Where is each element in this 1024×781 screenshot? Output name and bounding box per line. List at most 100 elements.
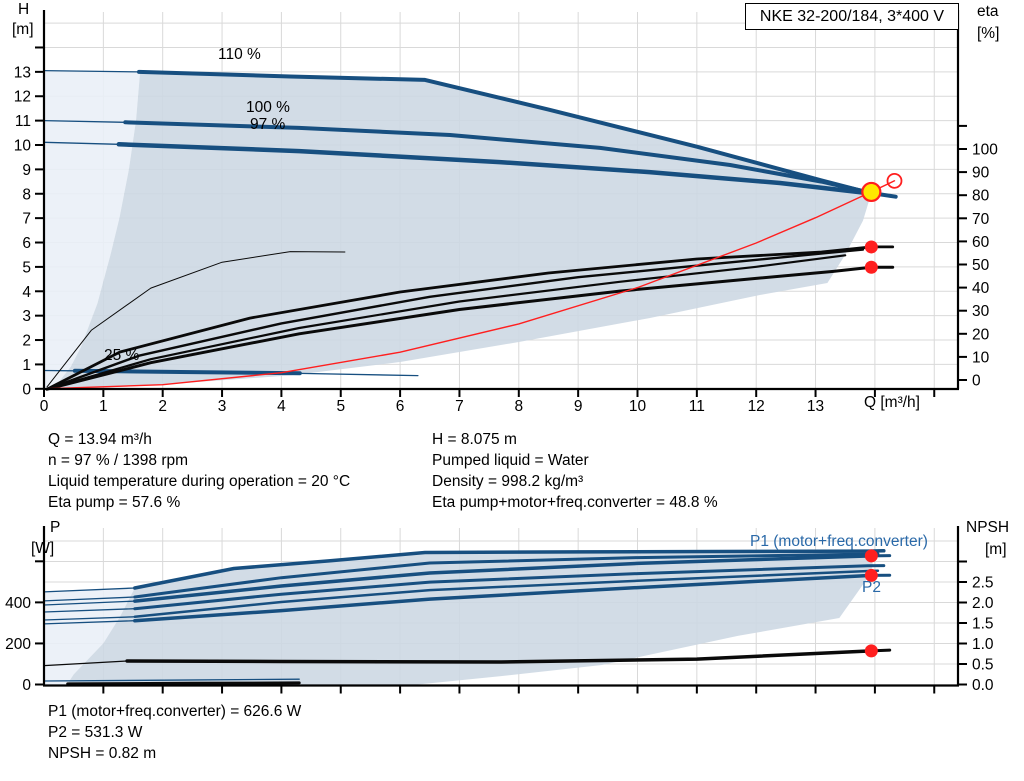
p2-97 bbox=[133, 573, 874, 623]
p2-value: P2 = 531.3 W bbox=[48, 724, 143, 741]
power-npsh-chart-y2tick-2.5: 2.5 bbox=[972, 575, 994, 592]
p1-25 bbox=[43, 678, 300, 682]
axis-title-p: P bbox=[50, 519, 61, 536]
curve-label-p1: P1 (motor+freq.converter) bbox=[750, 533, 928, 550]
hq-chart-ytick-3: 3 bbox=[22, 308, 31, 325]
power-npsh-chart-ytick-200: 200 bbox=[5, 636, 31, 653]
system-curve bbox=[43, 180, 896, 390]
hq-chart-xtick-7: 7 bbox=[455, 398, 464, 415]
hq-chart-xtick-9: 9 bbox=[574, 398, 583, 415]
curve-97pct-lead bbox=[43, 141, 120, 145]
p1-97 bbox=[133, 554, 874, 603]
curve-100pct bbox=[123, 120, 874, 195]
p2-110 bbox=[133, 564, 886, 611]
npsh-lead bbox=[43, 660, 128, 667]
hq-chart-y2tick-90: 90 bbox=[972, 165, 990, 182]
curve-label-100pct: 100 % bbox=[246, 99, 290, 116]
hq-chart-y2tick-100: 100 bbox=[972, 142, 998, 159]
eta-pump-a bbox=[45, 245, 873, 391]
hq-chart-xtick-11: 11 bbox=[689, 398, 705, 415]
hq-chart-ytick-6: 6 bbox=[22, 235, 31, 252]
hq-chart-ytick-5: 5 bbox=[22, 259, 31, 276]
hq-chart-xtick-5: 5 bbox=[336, 398, 345, 415]
curve-label-25pct: 25 % bbox=[104, 347, 140, 364]
curve-25pct-tail bbox=[299, 372, 419, 377]
hq-chart-ytick-13: 13 bbox=[14, 64, 31, 81]
power-npsh-chart-ytick-400: 400 bbox=[5, 595, 31, 612]
p2-97-lead bbox=[43, 620, 136, 625]
curve-97pct bbox=[116, 142, 874, 196]
npsh-curve bbox=[125, 649, 874, 664]
axis-title-npsh-unit: [m] bbox=[985, 541, 1007, 558]
requested-duty-point bbox=[886, 172, 903, 189]
eta-pump-value: Eta pump = 57.6 % bbox=[48, 494, 181, 511]
liquid-temperature-value: Liquid temperature during operation = 20… bbox=[48, 473, 351, 490]
p2-110-lead bbox=[43, 608, 136, 613]
pump-title-box: NKE 32-200/184, 3*400 V bbox=[745, 3, 959, 30]
hq-chart-y2tick-10: 10 bbox=[972, 349, 990, 366]
hq-chart-ytick-4: 4 bbox=[22, 284, 31, 301]
curve-110pct-lead bbox=[43, 69, 140, 73]
duty-point bbox=[861, 181, 882, 203]
hq-chart-y2tick-50: 50 bbox=[972, 257, 990, 274]
curve-label-97pct: 97 % bbox=[250, 116, 286, 133]
hq-chart-ytick-10: 10 bbox=[14, 138, 32, 155]
axis-title-eta: eta bbox=[977, 3, 999, 20]
eta-pump-point bbox=[864, 240, 878, 254]
hq-chart-xtick-10: 10 bbox=[629, 398, 647, 415]
curve-label-p2: P2 bbox=[862, 579, 881, 596]
speed-value: n = 97 % / 1398 rpm bbox=[48, 452, 189, 469]
hq-chart-xtick-4: 4 bbox=[277, 398, 286, 415]
power-npsh-chart-y2tick-1.5: 1.5 bbox=[972, 616, 994, 633]
hq-chart-ytick-7: 7 bbox=[22, 211, 31, 228]
eta-total-point bbox=[864, 260, 878, 274]
hq-chart-ytick-12: 12 bbox=[14, 89, 31, 106]
hq-chart-xtick-6: 6 bbox=[396, 398, 405, 415]
power-data-block: P1 (motor+freq.converter) = 626.6 W P2 =… bbox=[48, 701, 301, 764]
head-value: H = 8.075 m bbox=[432, 431, 517, 448]
hq-chart-xtick-12: 12 bbox=[748, 398, 765, 415]
npsh-value: NPSH = 0.82 m bbox=[48, 745, 157, 762]
hq-chart-markers bbox=[861, 172, 903, 274]
p1-point bbox=[864, 549, 878, 563]
allowed-region-light bbox=[44, 71, 141, 389]
eta-pump-b bbox=[45, 248, 865, 391]
hq-chart-y2tick-40: 40 bbox=[972, 280, 990, 297]
curve-100pct-lead bbox=[43, 119, 126, 123]
power-npsh-chart-y2tick-1.0: 1.0 bbox=[972, 636, 994, 653]
hq-chart-xtick-8: 8 bbox=[514, 398, 523, 415]
hq-chart-ytick-9: 9 bbox=[22, 162, 31, 179]
eta-arc-low-speed bbox=[46, 251, 346, 388]
p1-110-lead bbox=[43, 587, 136, 593]
axis-title-eta-unit: [%] bbox=[977, 25, 1000, 42]
p2-100-lead bbox=[43, 616, 136, 621]
axis-title-h-unit: [m] bbox=[12, 21, 34, 38]
density-value: Density = 998.2 kg/m³ bbox=[432, 473, 584, 490]
pump-title: NKE 32-200/184, 3*400 V bbox=[759, 8, 945, 25]
hq-chart-ytick-0: 0 bbox=[22, 381, 31, 398]
power-npsh-chart-y2tick-0.0: 0.0 bbox=[972, 677, 994, 694]
flow-value: Q = 13.94 m³/h bbox=[48, 431, 152, 448]
hq-chart-xtick-3: 3 bbox=[218, 398, 227, 415]
pumped-liquid-value: Pumped liquid = Water bbox=[432, 452, 589, 469]
hq-chart-xtick-1: 1 bbox=[99, 398, 108, 415]
hq-chart-y2tick-30: 30 bbox=[972, 303, 990, 320]
operating-envelope-dark bbox=[51, 71, 872, 389]
hq-chart-xtick-0: 0 bbox=[40, 398, 49, 415]
hq-chart-xtick-2: 2 bbox=[158, 398, 167, 415]
eta-total bbox=[45, 265, 873, 391]
power-npsh-chart-markers bbox=[864, 549, 878, 658]
hq-chart-ytick-8: 8 bbox=[22, 186, 31, 203]
eta-total-value: Eta pump+motor+freq.converter = 48.8 % bbox=[432, 494, 718, 511]
power-npsh-chart-y2tick-2.0: 2.0 bbox=[972, 595, 994, 612]
p1-value: P1 (motor+freq.converter) = 626.6 W bbox=[48, 703, 302, 720]
hq-chart-y2tick-60: 60 bbox=[972, 234, 990, 251]
power-region-light bbox=[44, 588, 135, 685]
power-npsh-chart-ytick-0: 0 bbox=[22, 677, 31, 694]
hq-chart-series bbox=[43, 69, 898, 391]
hq-chart-regions bbox=[44, 71, 872, 389]
hq-chart-y2tick-80: 80 bbox=[972, 188, 990, 205]
hq-chart-ytick-2: 2 bbox=[22, 333, 31, 350]
operating-data-left: Q = 13.94 m³/h n = 97 % / 1398 rpm Liqui… bbox=[48, 429, 350, 513]
hq-chart-y2tick-70: 70 bbox=[972, 211, 990, 228]
